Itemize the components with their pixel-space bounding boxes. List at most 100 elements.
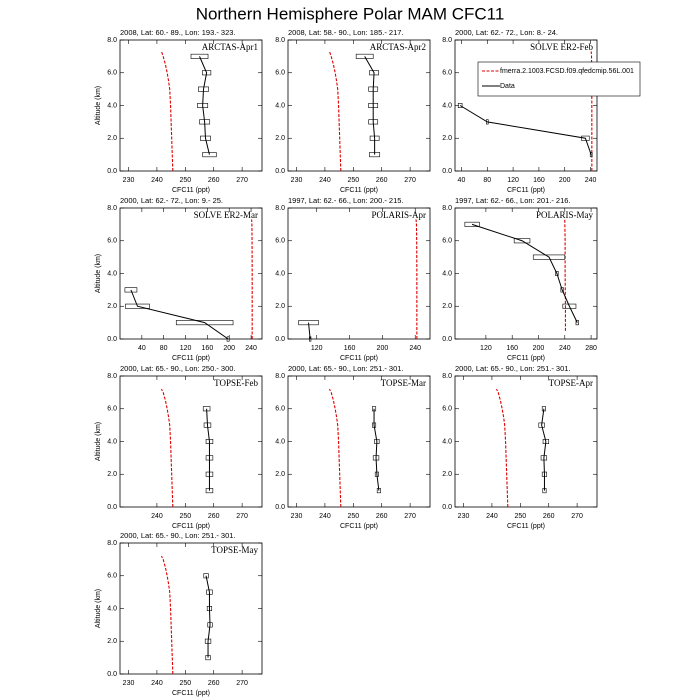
x-tick-label: 200 <box>559 177 571 184</box>
error-box <box>369 70 379 76</box>
panel-subtitle: 2000, Lat: 65.- 90., Lon: 251.- 301. <box>120 531 236 540</box>
model-line <box>160 388 174 508</box>
error-box <box>486 119 489 125</box>
panel-label: POLARIS-Apr <box>371 210 426 220</box>
x-tick-label: 240 <box>319 177 331 184</box>
y-tick-label: 8.0 <box>275 373 285 380</box>
x-tick-label: 270 <box>404 513 416 520</box>
panel-subtitle: 2000, Lat: 65.- 90., Lon: 251.- 301. <box>288 364 404 373</box>
y-tick-label: 4.0 <box>442 270 452 277</box>
x-tick-label: 80 <box>483 177 491 184</box>
x-tick-label: 240 <box>151 177 163 184</box>
y-tick-label: 6.0 <box>107 238 117 245</box>
panel-subtitle: 1997, Lat: 62.- 66., Lon: 200.- 215. <box>288 196 404 205</box>
x-tick-label: 250 <box>179 680 191 687</box>
panel-subtitle: 1997, Lat: 62.- 66., Lon: 201.- 216. <box>455 196 571 205</box>
x-tick-label: 250 <box>179 177 191 184</box>
y-tick-label: 0.0 <box>107 504 117 511</box>
x-tick-label: 240 <box>559 345 571 352</box>
error-box <box>205 455 214 461</box>
y-tick-label: 0.0 <box>275 336 285 343</box>
panel-label: TOPSE-May <box>211 545 258 555</box>
y-tick-label: 4.0 <box>275 438 285 445</box>
panel-subtitle: 2000, Lat: 62.- 72., Lon: 8.- 24. <box>455 28 558 37</box>
y-tick-label: 0.0 <box>275 168 285 175</box>
y-tick-label: 8.0 <box>107 205 117 212</box>
error-box <box>457 103 463 109</box>
y-tick-label: 6.0 <box>107 70 117 77</box>
y-tick-label: 2.0 <box>442 135 452 142</box>
model-line <box>415 219 418 339</box>
y-tick-label: 0.0 <box>442 336 452 343</box>
x-tick-label: 200 <box>223 345 235 352</box>
x-tick-label: 270 <box>236 177 248 184</box>
panel-subtitle: 2000, Lat: 62.- 72., Lon: 9.- 25. <box>120 196 223 205</box>
model-line <box>328 51 342 172</box>
x-tick-label: 250 <box>347 177 359 184</box>
error-box <box>541 471 548 477</box>
error-box <box>205 655 211 661</box>
legend-label: fmerra.2.1003.FCSD.f09.qfedcmip.56L.001 <box>500 68 634 75</box>
x-tick-label: 270 <box>404 177 416 184</box>
x-axis-label: CFC11 (ppt) <box>172 187 210 194</box>
x-tick-label: 200 <box>533 345 545 352</box>
data-line <box>199 56 210 155</box>
error-box <box>589 152 593 158</box>
y-tick-label: 4.0 <box>442 102 452 109</box>
x-tick-label: 230 <box>291 513 303 520</box>
data-line <box>308 322 311 340</box>
data-line <box>205 575 211 658</box>
error-box <box>562 303 577 309</box>
data-line <box>541 408 547 491</box>
error-box <box>540 455 548 461</box>
error-box <box>202 70 212 76</box>
y-axis-label: Altitude (km) <box>95 589 102 628</box>
x-axis-label: CFC11 (ppt) <box>340 187 378 194</box>
error-box <box>190 53 209 59</box>
error-box <box>541 406 546 412</box>
error-box <box>372 455 380 461</box>
error-box <box>464 221 480 227</box>
x-axis-label: CFC11 (ppt) <box>340 523 378 530</box>
error-box <box>202 406 211 412</box>
page-title: Northern Hemisphere Polar MAM CFC11 <box>196 4 505 23</box>
error-box <box>203 422 212 428</box>
x-tick-label: 240 <box>151 513 163 520</box>
y-tick-label: 6.0 <box>275 238 285 245</box>
model-line <box>564 219 566 331</box>
y-tick-label: 8.0 <box>275 205 285 212</box>
x-tick-label: 280 <box>585 345 597 352</box>
error-box <box>206 589 213 595</box>
error-box <box>203 573 209 579</box>
error-box <box>199 119 211 125</box>
y-tick-label: 2.0 <box>275 471 285 478</box>
error-box <box>125 303 150 309</box>
error-box <box>202 152 217 158</box>
x-axis-label: CFC11 (ppt) <box>340 355 378 362</box>
x-tick-label: 260 <box>543 513 555 520</box>
error-box <box>532 254 566 260</box>
error-box <box>368 86 379 92</box>
panel-label: ARCTAS-Apr1 <box>202 42 258 52</box>
panel-label: POLARIS-May <box>536 210 594 220</box>
model-line <box>328 388 342 508</box>
error-box <box>376 488 381 494</box>
x-tick-label: 260 <box>376 513 388 520</box>
y-tick-label: 4.0 <box>275 270 285 277</box>
error-box <box>207 622 213 628</box>
x-tick-label: 160 <box>506 345 518 352</box>
error-box <box>542 438 550 444</box>
y-tick-label: 6.0 <box>107 406 117 413</box>
panel-label: SOLVE ER2-Mar <box>194 210 258 220</box>
y-tick-label: 4.0 <box>275 102 285 109</box>
x-tick-label: 270 <box>236 680 248 687</box>
x-axis-label: CFC11 (ppt) <box>507 523 545 530</box>
y-tick-label: 8.0 <box>442 37 452 44</box>
error-box <box>198 86 209 92</box>
x-tick-label: 230 <box>123 680 135 687</box>
error-box <box>374 471 379 477</box>
error-box <box>369 152 381 158</box>
y-tick-label: 2.0 <box>107 303 117 310</box>
